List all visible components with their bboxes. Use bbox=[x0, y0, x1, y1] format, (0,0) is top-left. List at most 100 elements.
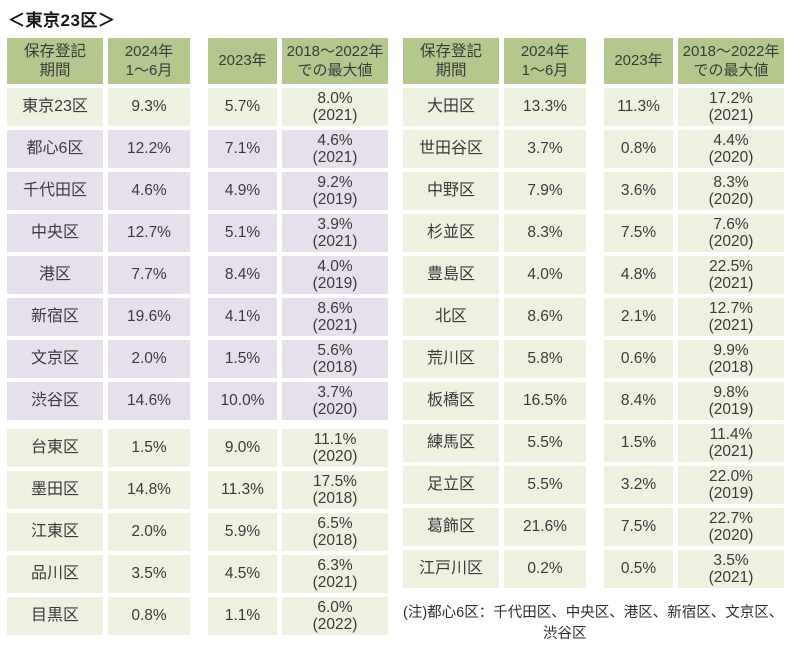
value-2024-cell: 14.6% bbox=[108, 382, 190, 420]
ward-name-cell: 足立区 bbox=[403, 466, 499, 504]
ward-name: 荒川区 bbox=[426, 350, 475, 368]
ward-name: 新宿区 bbox=[30, 308, 79, 326]
max-value: 9.2% bbox=[317, 173, 353, 191]
column-spacer bbox=[195, 597, 203, 635]
max-year: (2021) bbox=[708, 317, 754, 334]
ward-name-cell: 中野区 bbox=[403, 172, 499, 210]
value-2024-cell: 7.7% bbox=[108, 256, 190, 294]
value-2024-cell: 16.5% bbox=[504, 382, 586, 420]
value-2023-cell: 10.0% bbox=[208, 382, 277, 420]
max-year: (2021) bbox=[708, 107, 754, 124]
value-2023: 10.0% bbox=[220, 392, 265, 410]
ward-name: 中野区 bbox=[426, 182, 475, 200]
value-2024-cell: 12.7% bbox=[108, 214, 190, 252]
max-value: 6.5% bbox=[317, 514, 353, 532]
column-spacer bbox=[591, 298, 599, 336]
max-value-cell: 17.5% (2018) bbox=[282, 471, 388, 509]
max-year: (2020) bbox=[708, 527, 754, 544]
max-value-cell: 22.0% (2019) bbox=[678, 466, 784, 504]
header-2024-line1: 2024年 bbox=[124, 42, 174, 60]
value-2023: 0.6% bbox=[620, 350, 657, 368]
value-2024: 7.9% bbox=[527, 182, 563, 200]
max-value-cell: 4.4% (2020) bbox=[678, 130, 784, 168]
value-2023-cell: 7.5% bbox=[604, 214, 673, 252]
ward-name-cell: 大田区 bbox=[403, 88, 499, 126]
column-spacer bbox=[195, 214, 203, 252]
max-value: 11.1% bbox=[313, 430, 357, 448]
value-2023-cell: 1.5% bbox=[604, 424, 673, 462]
table-row: 江戸川区 0.2% 0.5% 3.5% (2021) bbox=[403, 550, 784, 588]
table-header-row: 保存登記 期間 2024年 1〜6月 2023年 2018〜2022年 での最大… bbox=[403, 38, 784, 84]
ward-name-cell: 荒川区 bbox=[403, 340, 499, 378]
max-year: (2019) bbox=[312, 191, 358, 208]
value-2024: 0.2% bbox=[527, 560, 563, 578]
ward-name-cell: 江戸川区 bbox=[403, 550, 499, 588]
ward-name-cell: 新宿区 bbox=[7, 298, 103, 336]
value-2024-cell: 21.6% bbox=[504, 508, 586, 546]
max-value: 4.4% bbox=[713, 131, 749, 149]
value-2024-cell: 14.8% bbox=[108, 471, 190, 509]
value-2023: 4.8% bbox=[620, 266, 657, 284]
max-year: (2020) bbox=[708, 233, 754, 250]
ward-name: 品川区 bbox=[30, 565, 79, 583]
value-2023-cell: 4.5% bbox=[208, 555, 277, 593]
ward-name: 江戸川区 bbox=[418, 560, 483, 578]
ward-name: 葛飾区 bbox=[426, 518, 475, 536]
column-spacer bbox=[195, 340, 203, 378]
ward-name: 大田区 bbox=[426, 98, 475, 116]
value-2024-cell: 4.0% bbox=[504, 256, 586, 294]
value-2024: 3.7% bbox=[527, 140, 563, 158]
value-2023: 1.1% bbox=[224, 607, 261, 625]
max-year: (2019) bbox=[708, 401, 754, 418]
value-2023-cell: 5.7% bbox=[208, 88, 277, 126]
value-2024: 5.5% bbox=[527, 476, 563, 494]
max-value-cell: 9.2% (2019) bbox=[282, 172, 388, 210]
max-value: 8.6% bbox=[317, 299, 353, 317]
value-2023-cell: 0.8% bbox=[604, 130, 673, 168]
value-2023-cell: 4.8% bbox=[604, 256, 673, 294]
value-2024: 1.5% bbox=[131, 439, 167, 457]
max-year: (2018) bbox=[312, 359, 358, 376]
column-spacer bbox=[591, 88, 599, 126]
value-2023: 0.8% bbox=[620, 140, 657, 158]
max-value-cell: 6.3% (2021) bbox=[282, 555, 388, 593]
value-2023: 8.4% bbox=[224, 266, 261, 284]
column-spacer bbox=[591, 172, 599, 210]
value-2023: 11.3% bbox=[617, 98, 660, 116]
max-value: 8.3% bbox=[713, 173, 749, 191]
ward-name: 台東区 bbox=[30, 439, 79, 457]
value-2023-cell: 8.4% bbox=[604, 382, 673, 420]
value-2024-cell: 2.0% bbox=[108, 340, 190, 378]
value-2024-cell: 2.0% bbox=[108, 513, 190, 551]
value-2023-cell: 7.1% bbox=[208, 130, 277, 168]
max-value-cell: 8.3% (2020) bbox=[678, 172, 784, 210]
max-value: 5.6% bbox=[317, 341, 353, 359]
max-year: (2021) bbox=[312, 317, 358, 334]
max-value-cell: 11.4% (2021) bbox=[678, 424, 784, 462]
value-2024: 12.2% bbox=[127, 140, 171, 158]
column-spacer bbox=[195, 88, 203, 126]
ward-name-cell: 墨田区 bbox=[7, 471, 103, 509]
header-period-line2: 期間 bbox=[39, 62, 71, 79]
value-2023: 3.2% bbox=[620, 476, 657, 494]
table-row: 品川区 3.5% 4.5% 6.3% (2021) bbox=[7, 555, 388, 593]
max-year: (2021) bbox=[708, 275, 754, 292]
max-value-cell: 3.5% (2021) bbox=[678, 550, 784, 588]
max-year: (2021) bbox=[312, 149, 358, 166]
table-row: 杉並区 8.3% 7.5% 7.6% (2020) bbox=[403, 214, 784, 252]
column-spacer bbox=[591, 130, 599, 168]
value-2023: 5.1% bbox=[224, 224, 261, 242]
table-row: 大田区 13.3% 11.3% 17.2% (2021) bbox=[403, 88, 784, 126]
value-2023: 4.1% bbox=[224, 308, 261, 326]
value-2023-cell: 8.4% bbox=[208, 256, 277, 294]
value-2024-cell: 19.6% bbox=[108, 298, 190, 336]
max-year: (2020) bbox=[708, 149, 754, 166]
table-row: 足立区 5.5% 3.2% 22.0% (2019) bbox=[403, 466, 784, 504]
ward-name: 文京区 bbox=[30, 350, 79, 368]
table-row: 世田谷区 3.7% 0.8% 4.4% (2020) bbox=[403, 130, 784, 168]
value-2024-cell: 1.5% bbox=[108, 429, 190, 467]
tables-container: 保存登記 期間 2024年 1〜6月 2023年 2018〜2022年 での最大… bbox=[7, 38, 790, 645]
value-2023: 4.9% bbox=[224, 182, 261, 200]
max-value: 9.9% bbox=[713, 341, 749, 359]
